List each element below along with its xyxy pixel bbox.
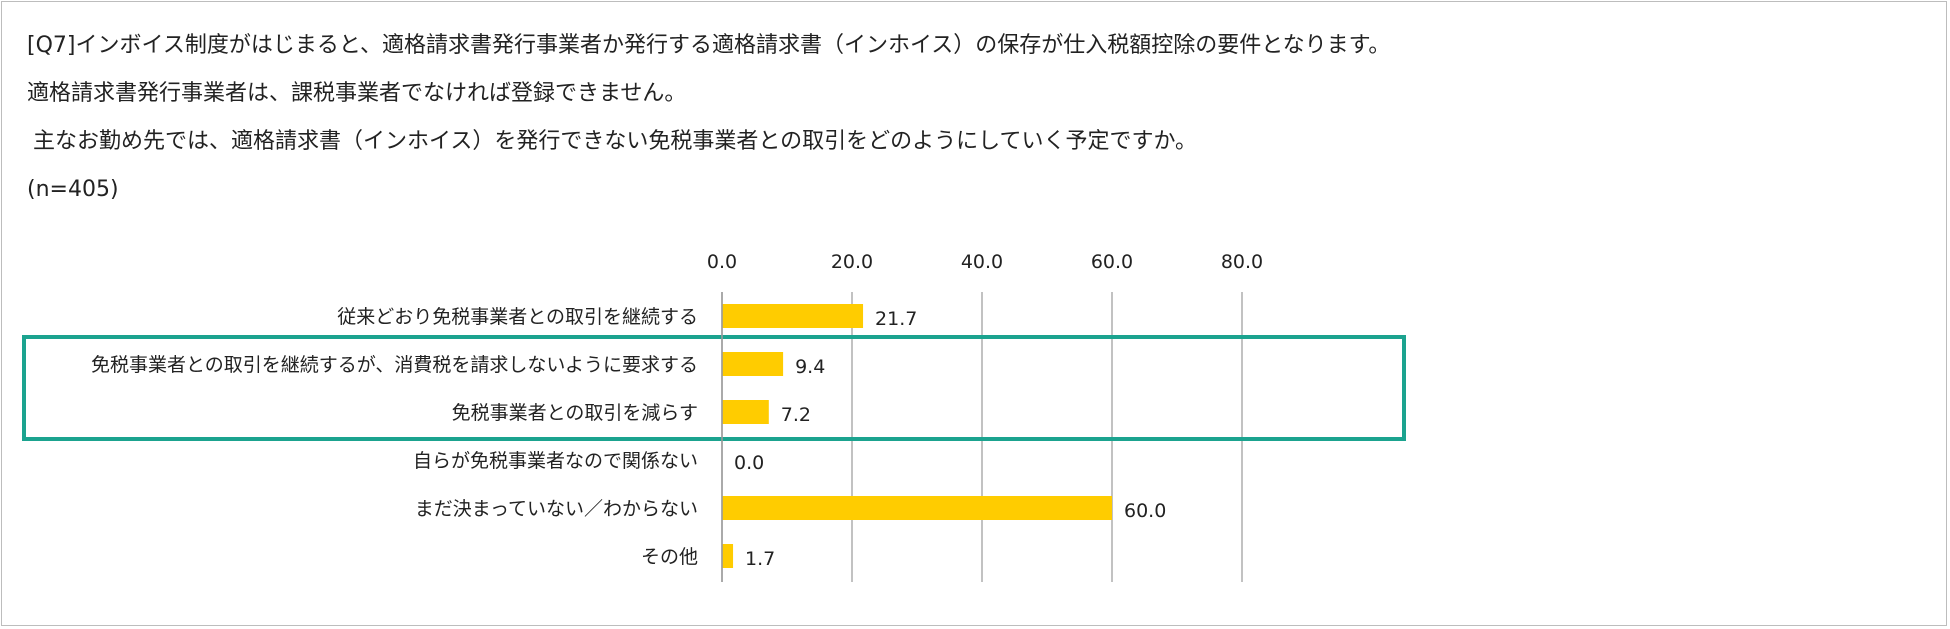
value-label: 1.7 (745, 548, 775, 570)
value-label: 21.7 (875, 308, 917, 330)
x-tick-label: 80.0 (1221, 251, 1263, 273)
category-label: 免税事業者との取引を減らす (452, 402, 698, 424)
category-label: まだ決まっていない／わからない (415, 498, 698, 520)
value-label: 0.0 (734, 452, 764, 474)
bar-1 (722, 352, 784, 376)
question-line-3: 主なお勤め先では、適格請求書（インホイス）を発行できない免税事業者との取引をどの… (33, 129, 1198, 154)
category-label: 免税事業者との取引を継続するが、消費税を請求しないように要求する (91, 354, 698, 376)
x-tick-label: 0.0 (707, 251, 737, 273)
value-label: 7.2 (781, 404, 811, 426)
bar-0 (722, 304, 864, 328)
category-label: その他 (641, 546, 698, 568)
question-text: [Q7]インボイス制度がはじまると、適格請求書発行事業者か発行する適格請求書（イ… (27, 22, 1390, 214)
category-label: 自らが免税事業者なので関係ない (413, 450, 698, 472)
x-tick-label: 60.0 (1091, 251, 1133, 273)
question-line-1: [Q7]インボイス制度がはじまると、適格請求書発行事業者か発行する適格請求書（イ… (27, 33, 1391, 58)
bar-4 (722, 496, 1112, 520)
bar-5 (722, 544, 734, 568)
sample-size: (n=405) (27, 177, 119, 202)
value-label: 60.0 (1124, 500, 1166, 522)
x-tick-label: 40.0 (961, 251, 1003, 273)
bar-2 (722, 400, 769, 424)
value-label: 9.4 (795, 356, 825, 378)
question-line-2: 適格請求書発行事業者は、課税事業者でなければ登録できません。 (27, 81, 687, 106)
x-tick-label: 20.0 (831, 251, 873, 273)
highlight-box (22, 335, 1406, 441)
category-label: 従来どおり免税事業者との取引を継続する (337, 306, 698, 328)
